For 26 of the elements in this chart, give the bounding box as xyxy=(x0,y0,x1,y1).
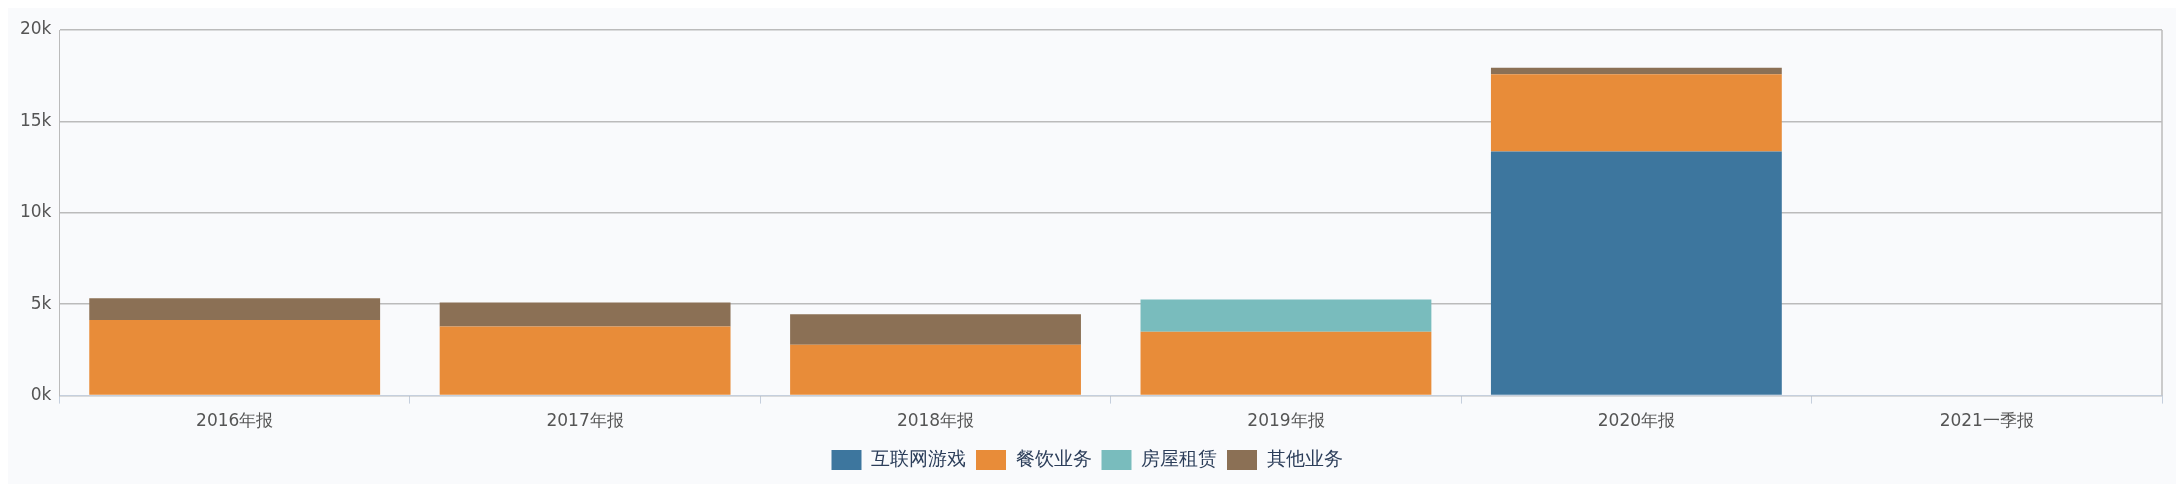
legend-label: 其他业务 xyxy=(1266,446,1343,469)
x-tick-label: 2020年报 xyxy=(1597,410,1675,431)
y-tick-label: 5k xyxy=(30,292,52,313)
x-tick-label: 2019年报 xyxy=(1247,410,1325,431)
legend-label: 房屋租赁 xyxy=(1141,446,1217,469)
bar xyxy=(1140,299,1432,332)
x-tick-label: 2018年报 xyxy=(896,410,975,431)
x-tick-label: 2016年报 xyxy=(196,410,274,431)
bar xyxy=(1490,151,1782,395)
bar xyxy=(1140,331,1432,395)
legend-label: 餐饮业务 xyxy=(1015,446,1092,469)
legend-label: 互联网游戏 xyxy=(871,446,966,469)
bar xyxy=(1490,74,1782,152)
x-tick-label: 2017年报 xyxy=(546,410,624,431)
x-tick-label: 2021一季报 xyxy=(1939,410,2034,431)
bar xyxy=(439,326,731,395)
bar xyxy=(439,302,731,327)
bar xyxy=(790,314,1081,345)
bar xyxy=(790,344,1081,395)
bar xyxy=(89,298,381,320)
y-tick-label: 15k xyxy=(19,109,52,130)
y-tick-label: 0k xyxy=(30,384,52,405)
y-tick-label: 20k xyxy=(19,18,52,39)
y-tick-label: 10k xyxy=(19,201,52,222)
bar xyxy=(1490,67,1782,75)
bar xyxy=(89,319,381,395)
